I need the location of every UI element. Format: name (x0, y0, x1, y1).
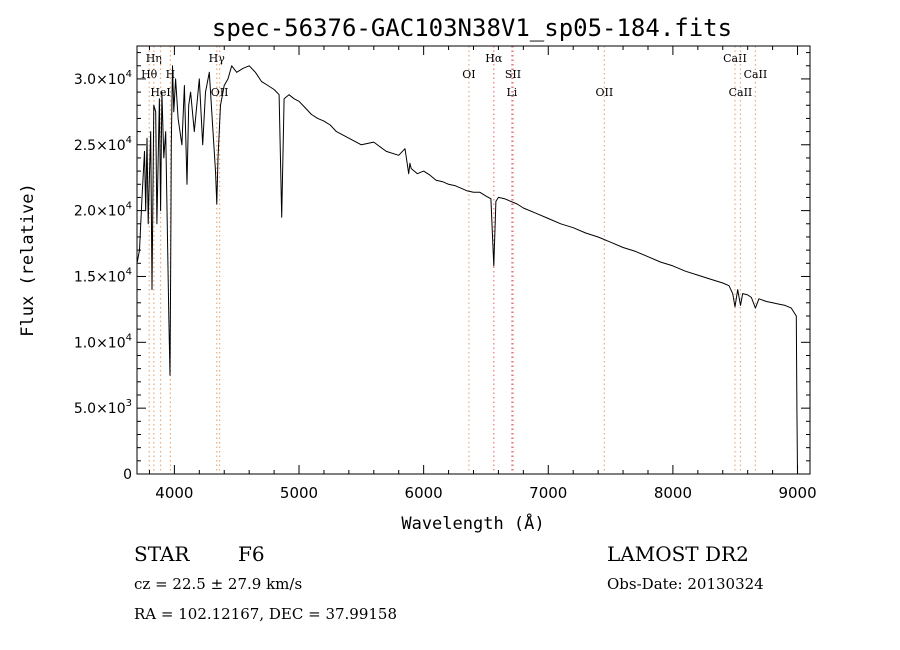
x-tick-label-1: 5000 (280, 484, 318, 502)
x-tick-label-0: 4000 (155, 484, 193, 502)
redshift-text: cz = 22.5 ± 27.9 km/s (134, 575, 303, 593)
line-marker-label-10: OII (596, 86, 614, 99)
y-axis-label: Flux (relative) (18, 183, 38, 337)
line-marker-label-3: HeI (150, 86, 170, 99)
line-marker-label-7: Hα (485, 52, 503, 65)
line-marker-label-12: CaII (744, 68, 768, 81)
y-tick-label-6: 3.0×104 (74, 69, 132, 88)
line-marker-label-2: H (166, 68, 176, 81)
survey-name: LAMOST DR2 (607, 542, 749, 566)
x-tick-label-5: 9000 (778, 484, 816, 502)
object-class: STAR (134, 542, 190, 566)
line-marker-label-1: Hθ (141, 68, 158, 81)
y-tick-label-1: 5.0×103 (74, 398, 132, 417)
coordinates-text: RA = 102.12167, DEC = 37.99158 (134, 605, 398, 623)
x-tick-label-3: 7000 (529, 484, 567, 502)
line-marker-label-11: CaII (723, 52, 747, 65)
x-axis-label: Wavelength (Å) (401, 512, 544, 534)
observation-date: Obs-Date: 20130324 (607, 575, 764, 593)
plot-frame (136, 45, 811, 475)
line-marker-label-0: Hη (146, 52, 162, 65)
y-tick-label-3: 1.5×104 (74, 266, 132, 285)
y-tick-label-0: 0 (123, 467, 132, 483)
spectrum-line-0 (136, 65, 798, 475)
y-tick-label-2: 1.0×104 (74, 332, 132, 351)
x-tick-label-4: 8000 (654, 484, 692, 502)
line-marker-label-13: CaII (729, 86, 753, 99)
y-tick-label-4: 2.0×104 (74, 201, 132, 220)
line-marker-label-8: SII (505, 68, 521, 81)
chart-title: spec-56376-GAC103N38V1_sp05-184.fits (212, 14, 732, 42)
line-marker-label-5: OII (211, 86, 229, 99)
x-tick-label-2: 6000 (405, 484, 443, 502)
line-marker-label-6: OI (462, 68, 475, 81)
y-tick-label-5: 2.5×104 (74, 135, 132, 154)
object-subclass: F6 (238, 542, 265, 566)
line-marker-label-9: Li (506, 86, 517, 99)
line-marker-label-4: Hγ (209, 52, 226, 65)
